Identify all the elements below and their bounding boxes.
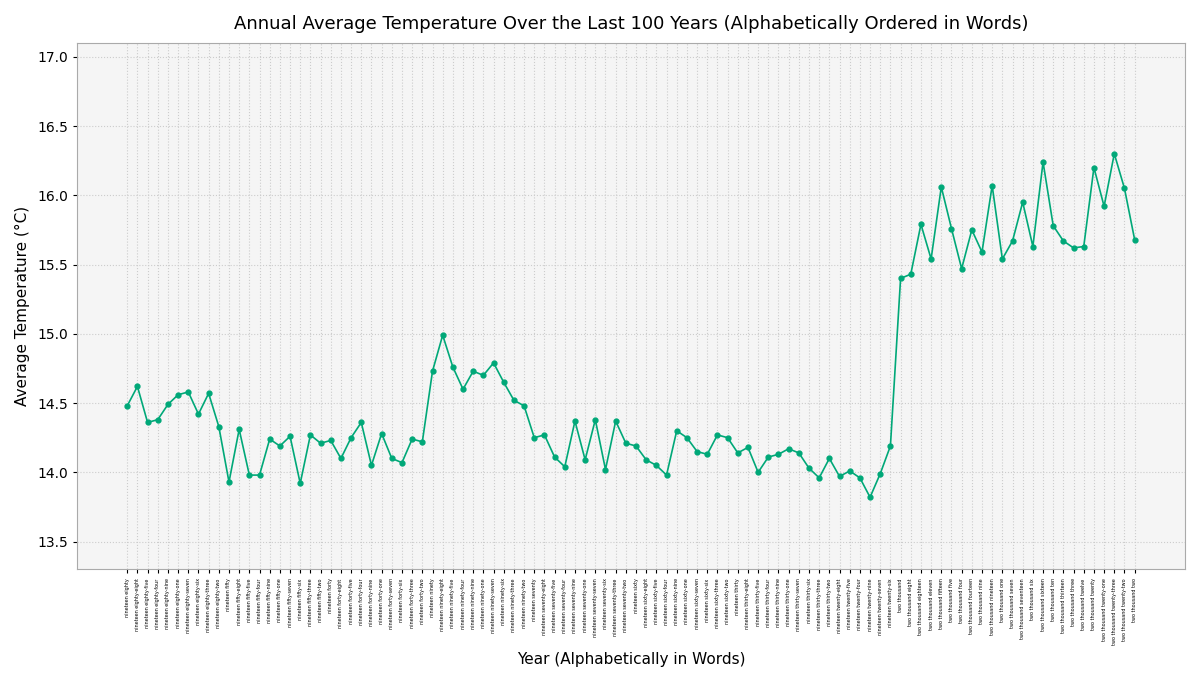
Y-axis label: Average Temperature (°C): Average Temperature (°C) bbox=[14, 206, 30, 406]
X-axis label: Year (Alphabetically in Words): Year (Alphabetically in Words) bbox=[517, 652, 745, 667]
Title: Annual Average Temperature Over the Last 100 Years (Alphabetically Ordered in Wo: Annual Average Temperature Over the Last… bbox=[234, 15, 1028, 33]
